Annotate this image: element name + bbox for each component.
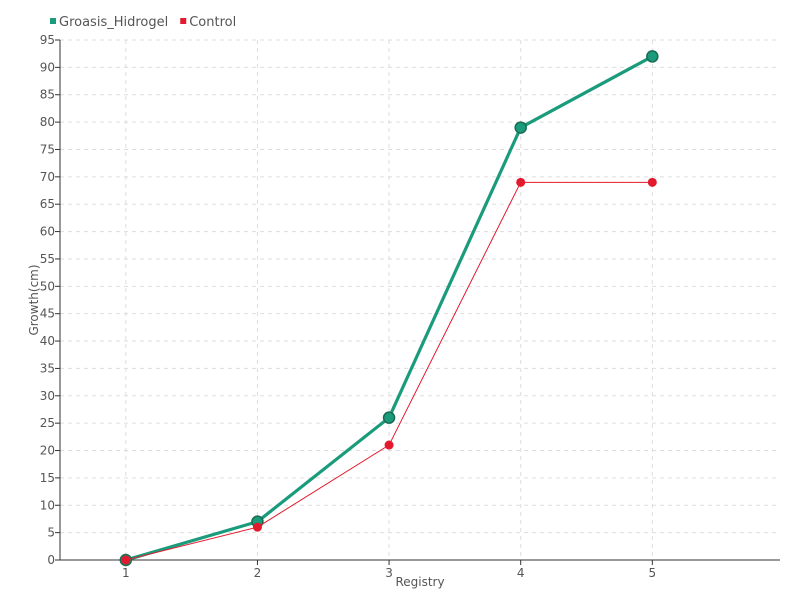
data-point[interactable] [646, 50, 659, 63]
series-control [121, 177, 657, 565]
y-tick-label: 55 [40, 252, 55, 266]
y-tick-label: 25 [40, 416, 55, 430]
x-tick-label: 5 [649, 566, 657, 580]
y-tick-label: 80 [40, 115, 55, 129]
y-tick-label: 65 [40, 197, 55, 211]
y-tick-label: 10 [40, 498, 55, 512]
x-tick-label: 2 [254, 566, 262, 580]
legend: Groasis_Hidrogel Control [50, 15, 236, 30]
data-point[interactable] [514, 121, 527, 134]
data-point[interactable] [382, 411, 396, 424]
data-point[interactable] [121, 555, 131, 565]
y-tick-label: 50 [40, 279, 55, 293]
y-axis-title: Growth(cm) [27, 264, 41, 335]
legend-item[interactable]: Groasis_Hidrogel [50, 15, 168, 30]
y-tick-label: 30 [40, 389, 55, 403]
x-axis-title: Registry [395, 575, 444, 589]
legend-label: Control [189, 15, 236, 30]
data-point[interactable] [384, 440, 394, 450]
series [119, 50, 659, 567]
y-tick-label: 5 [47, 526, 55, 540]
y-tick-label: 45 [40, 307, 55, 321]
x-tick-label: 1 [122, 566, 130, 580]
y-tick-label: 15 [40, 471, 55, 485]
y-tick-label: 75 [40, 142, 55, 156]
y-tick-label: 35 [40, 361, 55, 375]
data-point[interactable] [647, 177, 657, 187]
legend-label: Groasis_Hidrogel [59, 15, 168, 30]
grid [60, 39, 780, 560]
legend-item[interactable]: Control [180, 15, 236, 30]
y-tick-label: 90 [40, 60, 55, 74]
x-tick-label: 3 [385, 566, 393, 580]
y-tick-label: 60 [40, 225, 55, 239]
x-tick-label: 4 [517, 566, 525, 580]
legend-swatch [180, 18, 187, 24]
y-tick-label: 0 [47, 553, 55, 567]
y-tick-label: 95 [40, 33, 55, 47]
y-tick-label: 70 [40, 170, 55, 184]
data-point[interactable] [516, 177, 526, 187]
y-tick-label: 20 [40, 444, 55, 458]
y-tick-label: 85 [40, 88, 55, 102]
data-point[interactable] [252, 522, 262, 532]
y-tick-label: 40 [40, 334, 55, 348]
legend-swatch [50, 18, 56, 24]
